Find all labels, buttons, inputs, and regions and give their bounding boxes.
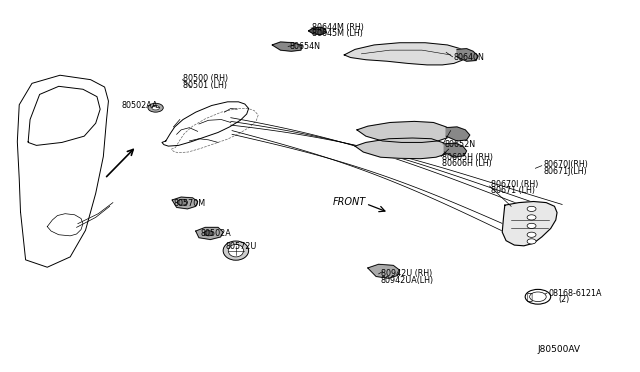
Text: 80942UA(LH): 80942UA(LH) xyxy=(381,276,434,285)
Polygon shape xyxy=(355,138,451,159)
Text: 80671J(LH): 80671J(LH) xyxy=(543,167,587,176)
Polygon shape xyxy=(446,127,470,141)
Polygon shape xyxy=(457,49,478,61)
Text: 80645M (LH): 80645M (LH) xyxy=(312,29,364,38)
Circle shape xyxy=(204,231,213,236)
Text: 80654N: 80654N xyxy=(289,42,321,51)
Circle shape xyxy=(148,103,163,112)
Circle shape xyxy=(525,289,550,304)
Circle shape xyxy=(177,199,188,205)
Circle shape xyxy=(527,223,536,228)
Circle shape xyxy=(527,206,536,211)
Polygon shape xyxy=(272,42,302,51)
Text: 80570M: 80570M xyxy=(173,199,205,208)
Polygon shape xyxy=(444,143,467,157)
Polygon shape xyxy=(172,197,198,209)
Text: 80670I (RH): 80670I (RH) xyxy=(491,180,538,189)
Circle shape xyxy=(527,239,536,244)
Text: 80671 (LH): 80671 (LH) xyxy=(491,186,535,195)
Circle shape xyxy=(527,232,536,237)
Text: 80670J(RH): 80670J(RH) xyxy=(543,160,588,169)
Text: 80605H (RH): 80605H (RH) xyxy=(442,153,493,162)
Text: (2): (2) xyxy=(558,295,570,304)
Polygon shape xyxy=(357,121,452,142)
Polygon shape xyxy=(196,227,223,240)
Circle shape xyxy=(527,215,536,220)
Polygon shape xyxy=(344,43,467,65)
Text: 80502AA: 80502AA xyxy=(121,101,157,110)
Ellipse shape xyxy=(228,244,244,257)
Text: 80652N: 80652N xyxy=(444,140,476,149)
Text: 80501 (LH): 80501 (LH) xyxy=(183,81,227,90)
Text: Ⓢ: Ⓢ xyxy=(526,291,532,301)
Text: 80500 (RH): 80500 (RH) xyxy=(183,74,228,83)
Polygon shape xyxy=(502,202,557,246)
Ellipse shape xyxy=(223,241,248,260)
Text: 80942U (RH): 80942U (RH) xyxy=(381,269,432,278)
Text: FRONT: FRONT xyxy=(333,196,366,206)
Circle shape xyxy=(530,292,546,302)
Text: 80640N: 80640N xyxy=(454,53,484,62)
Circle shape xyxy=(152,106,159,110)
Polygon shape xyxy=(368,264,399,278)
Text: 80572U: 80572U xyxy=(226,243,257,251)
Text: 80606H (LH): 80606H (LH) xyxy=(442,159,492,169)
Text: 08168-6121A: 08168-6121A xyxy=(548,289,602,298)
Text: J80500AV: J80500AV xyxy=(538,345,581,354)
Text: 80644M (RH): 80644M (RH) xyxy=(312,23,364,32)
Text: 80502A: 80502A xyxy=(200,230,231,238)
Polygon shape xyxy=(308,27,326,35)
